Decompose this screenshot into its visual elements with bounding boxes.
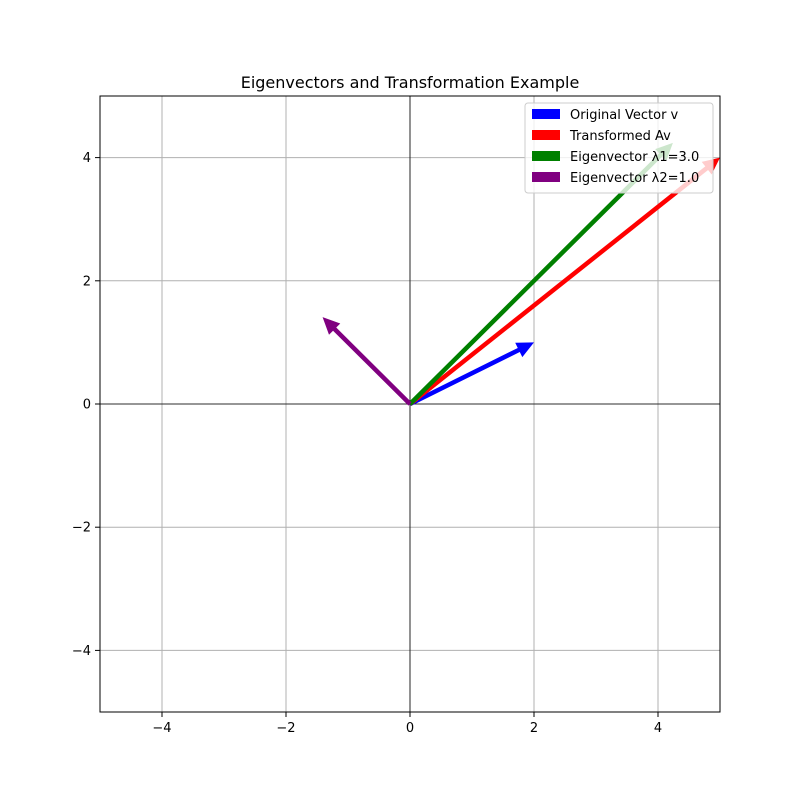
legend-swatch — [532, 130, 560, 140]
y-tick-label: 0 — [83, 398, 91, 413]
vector-arrow — [322, 317, 412, 406]
legend-label: Eigenvector λ1=3.0 — [570, 150, 699, 165]
vector-arrows — [322, 142, 720, 407]
vector-arrow — [409, 342, 534, 407]
legend-label: Eigenvector λ2=1.0 — [570, 171, 699, 186]
y-tick-label: 2 — [83, 274, 91, 289]
legend-label: Transformed Av — [569, 129, 671, 144]
x-tick-label: 0 — [406, 721, 414, 736]
x-tick-label: −4 — [152, 721, 171, 736]
chart-title: Eigenvectors and Transformation Example — [241, 73, 580, 92]
x-tick-label: −2 — [276, 721, 295, 736]
x-axis-ticks: −4 −2 0 2 4 — [152, 712, 662, 736]
y-axis-ticks: −4 −2 0 2 4 — [72, 151, 100, 659]
legend-swatch — [532, 151, 560, 161]
legend: Original Vector v Transformed Av Eigenvect… — [524, 102, 714, 194]
legend-box — [524, 102, 714, 194]
y-tick-label: −4 — [72, 644, 91, 659]
x-tick-label: 4 — [654, 721, 662, 736]
x-tick-label: 2 — [530, 721, 538, 736]
legend-label: Original Vector v — [570, 108, 679, 123]
legend-swatch — [532, 172, 560, 182]
vector-arrow — [408, 157, 720, 406]
y-tick-label: −2 — [72, 521, 91, 536]
legend-swatch — [532, 109, 560, 119]
y-tick-label: 4 — [83, 151, 91, 166]
vector-arrow — [408, 142, 673, 406]
